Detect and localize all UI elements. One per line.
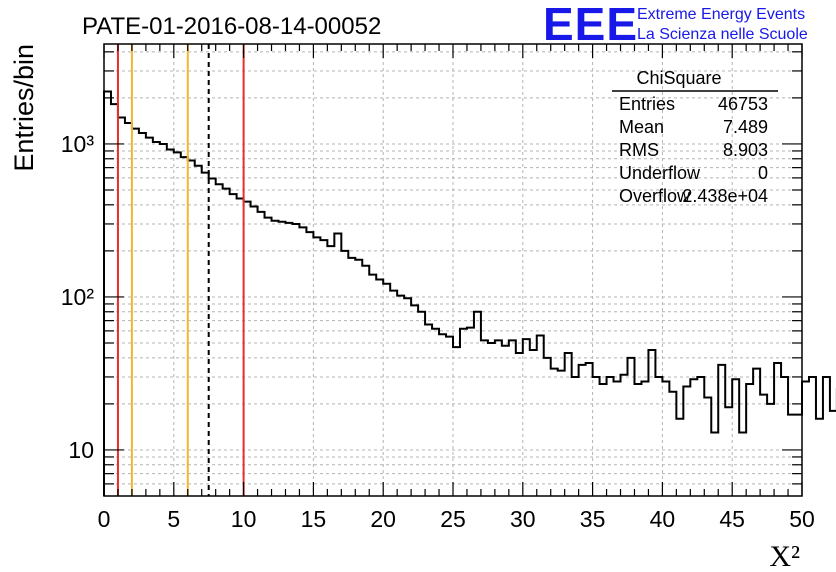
- grid-lines: [104, 44, 802, 496]
- x-tick-label: 20: [370, 506, 396, 532]
- eee-logo-line1: Extreme Energy Events: [637, 6, 805, 23]
- stats-title: ChiSquare: [636, 68, 721, 88]
- stats-overflow-value: 2.438e+04: [682, 186, 768, 206]
- eee-logo: EEE Extreme Energy Events La Scienza nel…: [543, 0, 808, 50]
- x-tick-label: 10: [231, 506, 257, 532]
- y-axis-label: Entries/bin: [9, 44, 39, 172]
- chart-title: PATE-01-2016-08-14-00052: [82, 13, 381, 40]
- x-tick-label: 0: [98, 506, 111, 532]
- stats-mean-label: Mean: [619, 117, 664, 137]
- y-tick-label: 10: [68, 437, 94, 463]
- axis-ticks: 0 5 10 15 20 25 30 35 40 45 50 10³ 10² 10: [61, 44, 815, 532]
- x-tick-label: 35: [580, 506, 606, 532]
- eee-logo-line2: La Scienza nelle Scuole: [637, 26, 808, 43]
- stats-underflow-label: Underflow: [619, 163, 701, 183]
- x-tick-label: 30: [510, 506, 536, 532]
- stats-rms-value: 8.903: [723, 140, 768, 160]
- stats-rms-label: RMS: [619, 140, 659, 160]
- x-axis-label: X²: [769, 540, 800, 572]
- x-tick-label: 40: [650, 506, 676, 532]
- x-tick-label: 25: [440, 506, 466, 532]
- cut-lines: [116, 44, 245, 496]
- stats-box: ChiSquare Entries 46753 Mean 7.489 RMS 8…: [612, 68, 778, 206]
- x-tick-label: 15: [301, 506, 327, 532]
- stats-entries-value: 46753: [718, 94, 768, 114]
- x-tick-label: 5: [167, 506, 180, 532]
- y-tick-label: 10²: [61, 284, 95, 310]
- eee-logo-mark: EEE: [543, 0, 638, 50]
- stats-entries-label: Entries: [619, 94, 675, 114]
- x-tick-label: 50: [789, 506, 815, 532]
- stats-overflow-label: Overflow: [619, 186, 691, 206]
- y-tick-label: 10³: [61, 131, 95, 157]
- stats-mean-value: 7.489: [723, 117, 768, 137]
- x-tick-label: 45: [719, 506, 745, 532]
- stats-underflow-value: 0: [758, 163, 768, 183]
